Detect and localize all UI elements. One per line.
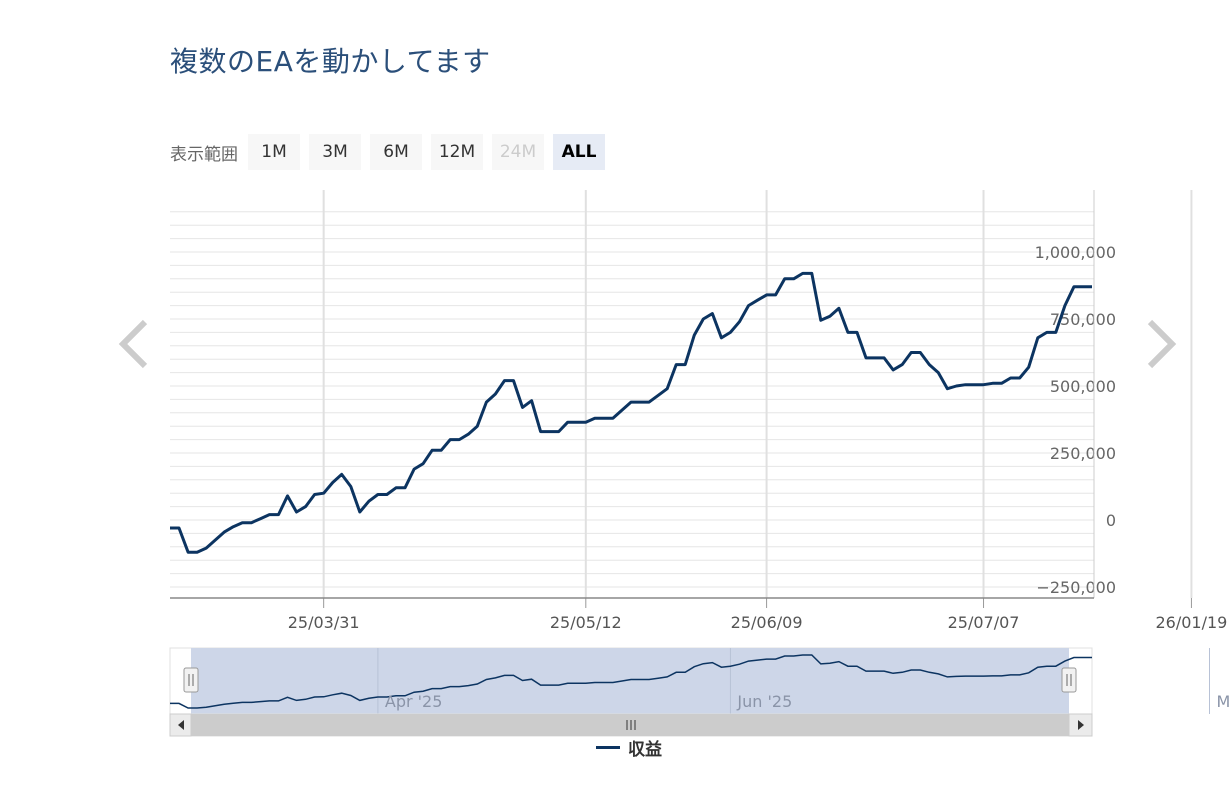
legend-swatch	[596, 746, 620, 749]
scroll-right-button[interactable]	[1068, 713, 1093, 737]
y-tick-label: 0	[1106, 511, 1116, 530]
x-tick-label: 25/05/12	[550, 613, 622, 632]
x-tick-label: 25/03/31	[288, 613, 360, 632]
y-axis-ticks: −250,000 0 250,000 500,000 750,000 1,000,000	[1035, 243, 1116, 597]
range-button-3m[interactable]: 3M	[309, 134, 361, 170]
navigator-handle-right[interactable]	[1061, 667, 1077, 693]
y-tick-label: 1,000,000	[1035, 243, 1116, 262]
x-axis-ticks: 25/03/31 25/05/12 25/06/09 25/07/07 26/01/19…	[288, 598, 1228, 632]
navigator-frame	[169, 647, 1093, 715]
navigator-label: Mar '26	[1217, 692, 1231, 711]
navigator-handle-left[interactable]	[183, 667, 199, 693]
chevron-left-icon[interactable]	[117, 318, 151, 370]
y-tick-label: 250,000	[1050, 444, 1116, 463]
triangle-right-icon[interactable]	[1078, 720, 1084, 730]
chart-legend[interactable]: 収益	[596, 735, 662, 760]
navigator-selection[interactable]	[191, 648, 1069, 714]
chart-grid	[170, 190, 1193, 598]
range-button-24m: 24M	[492, 134, 544, 170]
y-tick-label: −250,000	[1036, 578, 1116, 597]
scrollbar-thumb[interactable]	[191, 714, 1069, 736]
navigator-labels: Apr '25 Jun '25 Mar '26	[385, 692, 1231, 711]
legend-label: 収益	[628, 740, 662, 760]
range-selector-label: 表示範囲	[170, 144, 238, 165]
chevron-right-icon[interactable]	[1144, 318, 1178, 370]
navigator-label: Jun '25	[736, 692, 792, 711]
navigator-label: Apr '25	[385, 692, 443, 711]
series-line-収益	[170, 271, 1092, 554]
scroll-left-button[interactable]	[169, 713, 192, 737]
navigator-series-line	[170, 654, 1092, 709]
scrollbar-track[interactable]	[169, 713, 1093, 737]
y-tick-label: 750,000	[1050, 310, 1116, 329]
x-tick-label: 25/06/09	[731, 613, 803, 632]
triangle-left-icon[interactable]	[178, 720, 184, 730]
page-title: 複数のEAを動かしてます	[170, 45, 491, 78]
range-button-12m[interactable]: 12M	[431, 134, 483, 170]
y-tick-label: 500,000	[1050, 377, 1116, 396]
range-button-all[interactable]: ALL	[553, 134, 605, 170]
range-button-1m[interactable]: 1M	[248, 134, 300, 170]
grip-icon[interactable]	[626, 720, 636, 730]
range-selector: 表示範囲 1M 3M 6M 12M 24M ALL	[170, 134, 614, 170]
x-tick-label: 25/07/07	[948, 613, 1020, 632]
x-tick-label: 26/01/19	[1156, 613, 1228, 632]
range-button-6m[interactable]: 6M	[370, 134, 422, 170]
navigator-grid	[377, 648, 1211, 714]
series-points	[169, 272, 1094, 554]
